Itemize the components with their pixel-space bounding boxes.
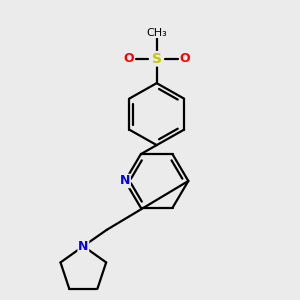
Text: CH₃: CH₃ xyxy=(146,28,167,38)
Text: S: S xyxy=(152,52,162,66)
Text: N: N xyxy=(120,175,130,188)
Text: N: N xyxy=(78,240,88,253)
Text: O: O xyxy=(123,52,134,65)
Text: O: O xyxy=(180,52,190,65)
